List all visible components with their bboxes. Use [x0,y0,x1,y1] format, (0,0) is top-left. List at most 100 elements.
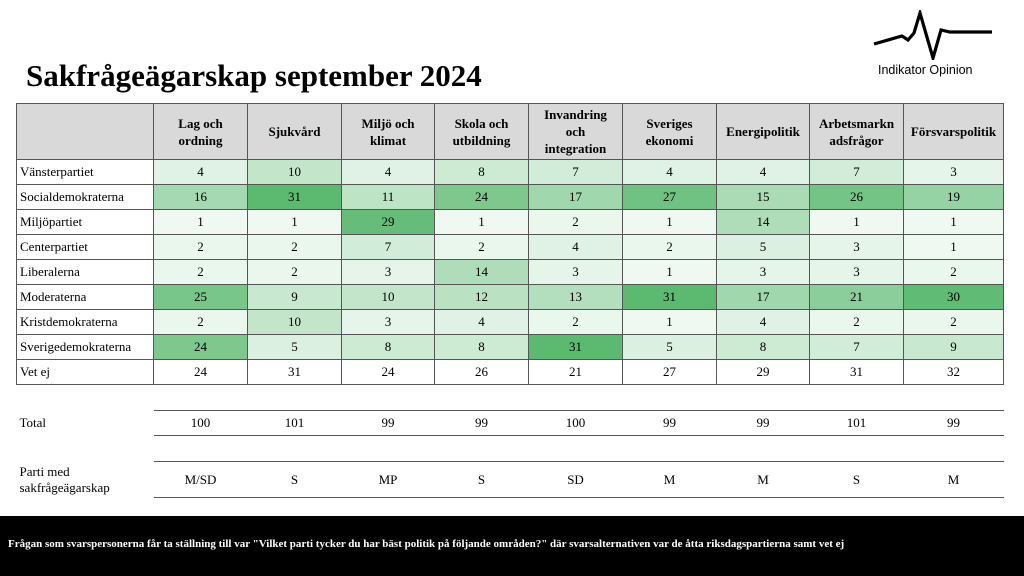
table-cell: 14 [434,259,529,285]
table-cell: 4 [528,234,623,260]
row-label: Miljöpartiet [16,209,154,235]
table-cell: MP [341,461,435,498]
table-row: Vet ej 24 31 24 26 21 27 29 31 32 [16,359,1004,385]
table-cell: 7 [809,334,904,360]
column-header: Arbetsmarkn adsfrågor [809,103,904,160]
table-cell: 2 [153,309,248,335]
table-cell: 99 [622,410,717,436]
table-cell: 21 [528,359,623,385]
table-cell: 2 [622,234,717,260]
column-header: Skola och utbildning [434,103,529,160]
table-cell: 2 [153,259,248,285]
table-cell: 1 [622,209,717,235]
table-cell: SD [528,461,623,498]
table-cell: 4 [341,159,435,185]
table-cell: 5 [247,334,342,360]
table-row: Centerpartiet 2 2 7 2 4 2 5 3 1 [16,234,1004,260]
column-header: Miljö och klimat [341,103,435,160]
table-cell: 7 [809,159,904,185]
table-cell: 99 [903,410,1004,436]
column-header: Energipolitik [716,103,810,160]
table-cell: 8 [434,159,529,185]
table-cell: 27 [622,359,717,385]
table-cell: 3 [528,259,623,285]
table-cell: 8 [341,334,435,360]
table-cell: 1 [153,209,248,235]
table-cell: 1 [622,309,717,335]
table-cell: 4 [622,159,717,185]
table-cell: S [434,461,529,498]
table-cell: 17 [528,184,623,210]
table-cell: 10 [247,309,342,335]
table-cell: 99 [716,410,810,436]
table-cell: 2 [247,259,342,285]
table-cell: M/SD [153,461,248,498]
footer-note: Frågan som svarspersonerna får ta ställn… [8,538,845,550]
row-label: Socialdemokraterna [16,184,154,210]
table-cell: M [716,461,810,498]
table-cell: 4 [716,159,810,185]
total-row: Total 100 101 99 99 100 99 99 101 99 [17,410,1004,436]
table-cell: 31 [809,359,904,385]
table-row: Sverigedemokraterna 24 5 8 8 31 5 8 7 9 [16,334,1004,360]
column-header: Sjukvård [247,103,342,160]
table-cell: 7 [528,159,623,185]
table-cell: 2 [247,234,342,260]
table-cell: 21 [809,284,904,310]
table-cell: 1 [903,234,1004,260]
table-cell: 8 [434,334,529,360]
table-cell: 12 [434,284,529,310]
row-label: Sverigedemokraterna [16,334,154,360]
table-cell: 99 [434,410,529,436]
table-row: Liberalerna 2 2 3 14 3 1 3 3 2 [16,259,1004,285]
table-cell: 10 [247,159,342,185]
table-cell: 13 [528,284,623,310]
row-label: Total [19,415,47,430]
table-cell: 3 [341,309,435,335]
table-cell: 1 [622,259,717,285]
table-cell: 2 [809,309,904,335]
header-corner [16,103,154,160]
table-cell: 9 [247,284,342,310]
row-label: Kristdemokraterna [16,309,154,335]
table-header-row: Lag och ordning Sjukvård Miljö och klimat Sko… [16,103,1004,160]
table-cell: 31 [247,184,342,210]
table-cell: 3 [716,259,810,285]
table-cell: 3 [341,259,435,285]
table-cell: 16 [153,184,248,210]
owner-row: Parti med sakfrågeägarskap M/SD S MP S SD M M S M [17,461,1004,498]
pulse-line-icon [873,10,992,60]
table-row: Vänsterpartiet 4 10 4 8 7 4 4 7 3 [16,159,1004,185]
table-cell: 5 [716,234,810,260]
table-cell: 8 [716,334,810,360]
table-cell: 3 [903,159,1004,185]
row-label: Parti med sakfrågeägarskap [19,463,110,495]
table-row: Kristdemokraterna 2 10 3 4 2 1 4 2 2 [16,309,1004,335]
table-cell: 99 [341,410,435,436]
table-cell: 11 [341,184,435,210]
table-cell: 29 [716,359,810,385]
table-cell: 1 [247,209,342,235]
table-cell: S [809,461,904,498]
table-cell: 2 [528,209,623,235]
table-cell: 3 [809,259,904,285]
row-label: Liberalerna [16,259,154,285]
table-cell: 5 [622,334,717,360]
spacer-row [17,385,1004,411]
table-cell: 24 [153,334,248,360]
spacer-row [17,436,1004,462]
table-cell: 27 [622,184,717,210]
column-header: Lag och ordning [153,103,248,160]
logo: Indikator Opinion [868,10,998,82]
row-label: Vet ej [16,359,154,385]
row-label: Centerpartiet [16,234,154,260]
table-cell: 100 [528,410,623,436]
table-cell: M [903,461,1004,498]
table-cell: 1 [809,209,904,235]
table-cell: 17 [716,284,810,310]
table-cell: S [247,461,342,498]
table-cell: 24 [434,184,529,210]
row-label: Moderaterna [16,284,154,310]
table-cell: 19 [903,184,1004,210]
table-cell: 4 [716,309,810,335]
